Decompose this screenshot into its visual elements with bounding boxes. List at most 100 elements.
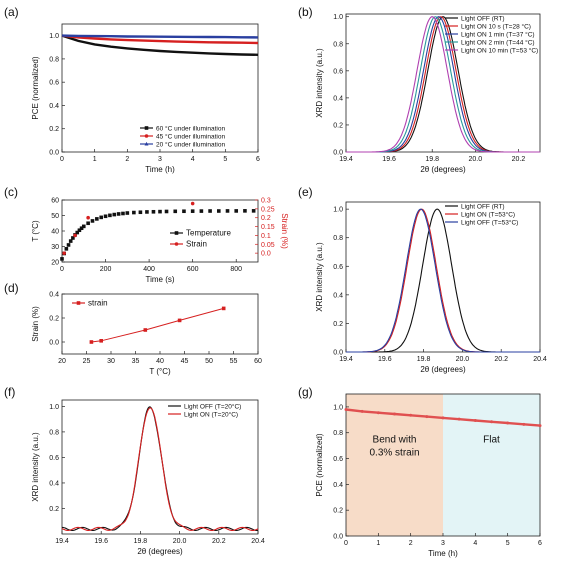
x-tick-label: 4 [191, 156, 195, 163]
x-tick-label: 0 [60, 156, 64, 163]
series-line [61, 34, 259, 56]
legend-marker [174, 231, 179, 235]
x-tick-label: 20.2 [212, 538, 226, 545]
x-tick-label: 20.0 [173, 538, 187, 545]
y-tick-label: 0.2 [333, 508, 343, 515]
y-axis-label: PCE (normalized) [31, 56, 40, 119]
data-point [132, 210, 136, 215]
data-point [145, 210, 149, 214]
legend-label: Light OFF (T=20°C) [184, 402, 241, 410]
data-point [217, 209, 221, 213]
x-axis-label: 2θ (degrees) [420, 165, 466, 174]
x-tick-label: 20.2 [494, 356, 508, 363]
y-tick-label: 0.4 [333, 95, 343, 102]
plot-frame [345, 13, 541, 153]
data-point [190, 209, 195, 213]
x-tick-label: 3 [441, 540, 445, 547]
x-axis-label: T (°C) [149, 367, 171, 376]
data-point [81, 224, 86, 229]
panel-a: (a) 0 1 2 3 4 5 6 0.0 0.2 0.4 0.6 0.8 1.0 Time (h) PCE … [4, 5, 260, 174]
data-point [71, 236, 75, 240]
legend-label: Light OFF (RT) [461, 15, 505, 22]
series-line [62, 406, 259, 531]
x-tick-label: 30 [107, 358, 115, 365]
data-point [344, 407, 348, 411]
data-point [221, 306, 226, 311]
x-tick-label: 25 [83, 358, 91, 365]
panel-label: (c) [4, 185, 18, 199]
y-tick-label: 0.6 [49, 455, 59, 462]
panel-g: (g) Bend with 0.3% strain Flat 0 1 2 3 4 5 6 0.0 0.2… [298, 385, 542, 558]
legend-label: 60 °C under illumination [156, 124, 225, 132]
series-line [346, 16, 540, 153]
x-tick-label: 50 [205, 358, 213, 365]
y-tick-label: 0.8 [333, 41, 343, 48]
legend: Light OFF (RT)Light ON (T=53°C)Light OFF… [445, 203, 518, 226]
x-tick-label: 19.4 [339, 156, 353, 163]
plot-frame [61, 399, 259, 535]
legend-label: 45 °C under illumination [156, 132, 225, 140]
data-point [112, 212, 117, 217]
data-point [225, 209, 230, 213]
data-point [125, 211, 130, 215]
y-tick-label: 0.8 [49, 429, 59, 436]
legend-label: Light OFF (RT) [461, 203, 505, 210]
y-tick-label: 0.6 [333, 456, 343, 463]
y2-tick-label: 0.0 [261, 251, 271, 258]
data-point [99, 215, 103, 220]
panel-label: (f) [4, 385, 15, 399]
x-tick-label: 19.8 [425, 156, 439, 163]
y-tick-label: 0.4 [333, 292, 343, 299]
data-point [243, 209, 247, 213]
y-tick-label: 1.0 [333, 404, 343, 411]
y2-tick-label: 0.1 [261, 233, 271, 240]
y-tick-label: 0.4 [333, 482, 343, 489]
panel-label: (b) [298, 5, 313, 19]
legend-label: Temperature [186, 228, 231, 237]
x-tick-label: 5 [223, 156, 227, 163]
data-point [490, 420, 493, 424]
x-tick-label: 0 [344, 540, 348, 547]
y-tick-label: 0.2 [49, 126, 59, 133]
panel-f: (f) 19.4 19.6 19.8 20.0 20.2 20.4 0.2 0.4 0.6 0.8 1… [4, 385, 265, 556]
legend-marker [174, 242, 179, 246]
legend: Light OFF (RT)Light ON 10 s (T=28 °C)Lig… [445, 15, 538, 54]
x-tick-label: 800 [230, 266, 242, 273]
data-point [116, 212, 121, 216]
x-tick-label: 20.0 [469, 156, 483, 163]
y-tick-label: 0.0 [333, 150, 343, 157]
data-point [182, 209, 186, 214]
y-tick-label: 1.0 [333, 207, 343, 214]
data-point [108, 213, 112, 218]
data-point [425, 415, 429, 419]
region-annotation: Bend with [373, 434, 417, 445]
x-axis-label: Time (h) [428, 549, 458, 558]
y-tick-label: 0.0 [333, 350, 343, 357]
y-tick-label: 1.0 [49, 33, 59, 40]
y2-tick-label: 0.25 [261, 206, 275, 213]
x-tick-label: 1 [93, 156, 97, 163]
y-tick-label: 20 [51, 260, 59, 267]
legend-label: Light ON (T=20°C) [184, 410, 238, 418]
series-line [61, 34, 259, 45]
region-annotation: Flat [483, 434, 500, 445]
x-tick-label: 5 [506, 540, 510, 547]
y-axis-label: XRD intensity (a.u.) [315, 48, 324, 118]
y-tick-label: 0.6 [49, 80, 59, 87]
data-point [89, 340, 94, 344]
x-tick-label: 2 [409, 540, 413, 547]
x-axis-label: Time (h) [145, 165, 175, 174]
data-point [79, 226, 84, 231]
data-point [121, 211, 125, 216]
x-tick-label: 20.2 [512, 156, 526, 163]
y-tick-label: 0.2 [333, 122, 343, 129]
legend: Temperature Strain [170, 228, 231, 248]
x-tick-label: 600 [187, 266, 199, 273]
x-tick-label: 200 [100, 266, 112, 273]
data-point [360, 409, 364, 413]
data-point [538, 424, 542, 428]
x-tick-label: 20.4 [251, 538, 265, 545]
data-point [143, 328, 148, 332]
